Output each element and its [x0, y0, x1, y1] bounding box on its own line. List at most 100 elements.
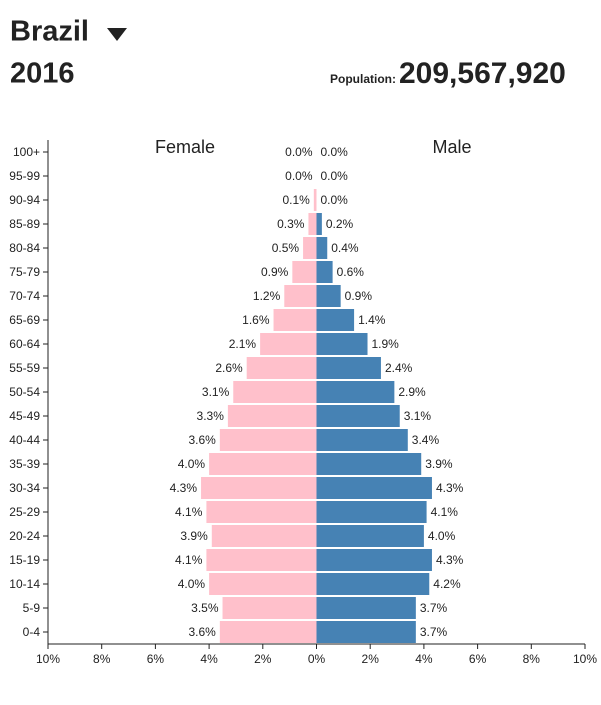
- value-label: 3.6%: [188, 433, 216, 447]
- value-label: 3.5%: [191, 601, 219, 615]
- bar: [209, 453, 317, 475]
- bar: [316, 549, 432, 571]
- value-label: 3.3%: [197, 409, 225, 423]
- value-label: 4.0%: [178, 457, 206, 471]
- x-tick-label: 4%: [200, 652, 218, 666]
- bar: [222, 597, 317, 619]
- bar: [201, 477, 317, 499]
- value-label: 2.9%: [398, 385, 426, 399]
- value-label: 4.1%: [175, 505, 203, 519]
- x-tick-label: 8%: [93, 652, 111, 666]
- value-label: 1.4%: [358, 313, 386, 327]
- value-label: 4.0%: [428, 529, 456, 543]
- bar: [316, 477, 432, 499]
- value-label: 3.4%: [412, 433, 440, 447]
- value-label: 1.6%: [242, 313, 270, 327]
- value-label: 3.9%: [425, 457, 453, 471]
- value-label: 3.7%: [420, 625, 448, 639]
- y-tick-label: 100+: [13, 145, 40, 159]
- bar: [284, 285, 317, 307]
- country[interactable]: Brazil: [10, 16, 89, 48]
- value-label: 0.1%: [282, 193, 310, 207]
- y-tick-label: 60-64: [9, 337, 40, 351]
- value-label: 4.1%: [431, 505, 459, 519]
- bar: [206, 501, 317, 523]
- bar: [316, 501, 427, 523]
- x-tick-label: 6%: [147, 652, 165, 666]
- bar: [219, 621, 317, 643]
- bar: [316, 573, 430, 595]
- value-label: 2.1%: [229, 337, 257, 351]
- value-label: 0.2%: [326, 217, 354, 231]
- y-tick-label: 55-59: [9, 361, 40, 375]
- x-tick-label: 0%: [308, 652, 326, 666]
- value-label: 4.2%: [433, 577, 461, 591]
- bar: [273, 309, 317, 331]
- value-label: 0.0%: [321, 193, 349, 207]
- population-label: Population:: [330, 72, 396, 86]
- y-tick-label: 20-24: [9, 529, 40, 543]
- bar: [316, 525, 424, 547]
- y-tick-label: 40-44: [9, 433, 40, 447]
- value-label: 4.3%: [170, 481, 198, 495]
- value-label: 0.4%: [331, 241, 359, 255]
- y-tick-label: 95-99: [9, 169, 40, 183]
- value-label: 0.0%: [285, 145, 313, 159]
- bar: [292, 261, 317, 283]
- y-tick-label: 45-49: [9, 409, 40, 423]
- x-tick-label: 8%: [523, 652, 541, 666]
- y-tick-label: 10-14: [9, 577, 40, 591]
- y-tick-label: 35-39: [9, 457, 40, 471]
- bar: [316, 597, 416, 619]
- bar: [209, 573, 317, 595]
- dropdown-arrow[interactable]: [107, 28, 127, 41]
- bar: [303, 237, 317, 259]
- y-tick-label: 85-89: [9, 217, 40, 231]
- value-label: 4.3%: [436, 481, 464, 495]
- bar: [233, 381, 317, 403]
- value-label: 3.9%: [180, 529, 208, 543]
- bar: [316, 213, 322, 235]
- y-tick-label: 70-74: [9, 289, 40, 303]
- bar: [316, 261, 333, 283]
- value-label: 1.9%: [372, 337, 400, 351]
- y-tick-label: 30-34: [9, 481, 40, 495]
- year: 2016: [10, 58, 75, 90]
- y-tick-label: 90-94: [9, 193, 40, 207]
- bar: [316, 429, 408, 451]
- bar: [316, 333, 368, 355]
- value-label: 0.3%: [277, 217, 305, 231]
- legend-label: Male: [432, 137, 471, 157]
- value-label: 4.1%: [175, 553, 203, 567]
- y-tick-label: 50-54: [9, 385, 40, 399]
- value-label: 0.6%: [337, 265, 365, 279]
- value-label: 0.9%: [345, 289, 373, 303]
- value-label: 3.6%: [188, 625, 216, 639]
- bar: [316, 381, 395, 403]
- value-label: 3.1%: [202, 385, 230, 399]
- bar: [316, 237, 328, 259]
- bar: [316, 309, 355, 331]
- bar: [316, 621, 416, 643]
- value-label: 2.6%: [215, 361, 243, 375]
- y-tick-label: 0-4: [23, 625, 41, 639]
- y-tick-label: 75-79: [9, 265, 40, 279]
- y-tick-label: 25-29: [9, 505, 40, 519]
- bar: [227, 405, 317, 427]
- x-tick-label: 6%: [469, 652, 487, 666]
- x-tick-label: 2%: [362, 652, 380, 666]
- bar: [316, 405, 400, 427]
- y-tick-label: 15-19: [9, 553, 40, 567]
- bar: [313, 189, 317, 211]
- x-tick-label: 4%: [415, 652, 433, 666]
- x-tick-label: 2%: [254, 652, 272, 666]
- population: 209,567,920: [399, 57, 566, 90]
- value-label: 4.3%: [436, 553, 464, 567]
- bar: [211, 525, 317, 547]
- value-label: 0.0%: [321, 145, 349, 159]
- bar: [260, 333, 317, 355]
- value-label: 2.4%: [385, 361, 413, 375]
- country-selector[interactable]: Brazil: [10, 16, 127, 48]
- x-tick-label: 10%: [36, 652, 60, 666]
